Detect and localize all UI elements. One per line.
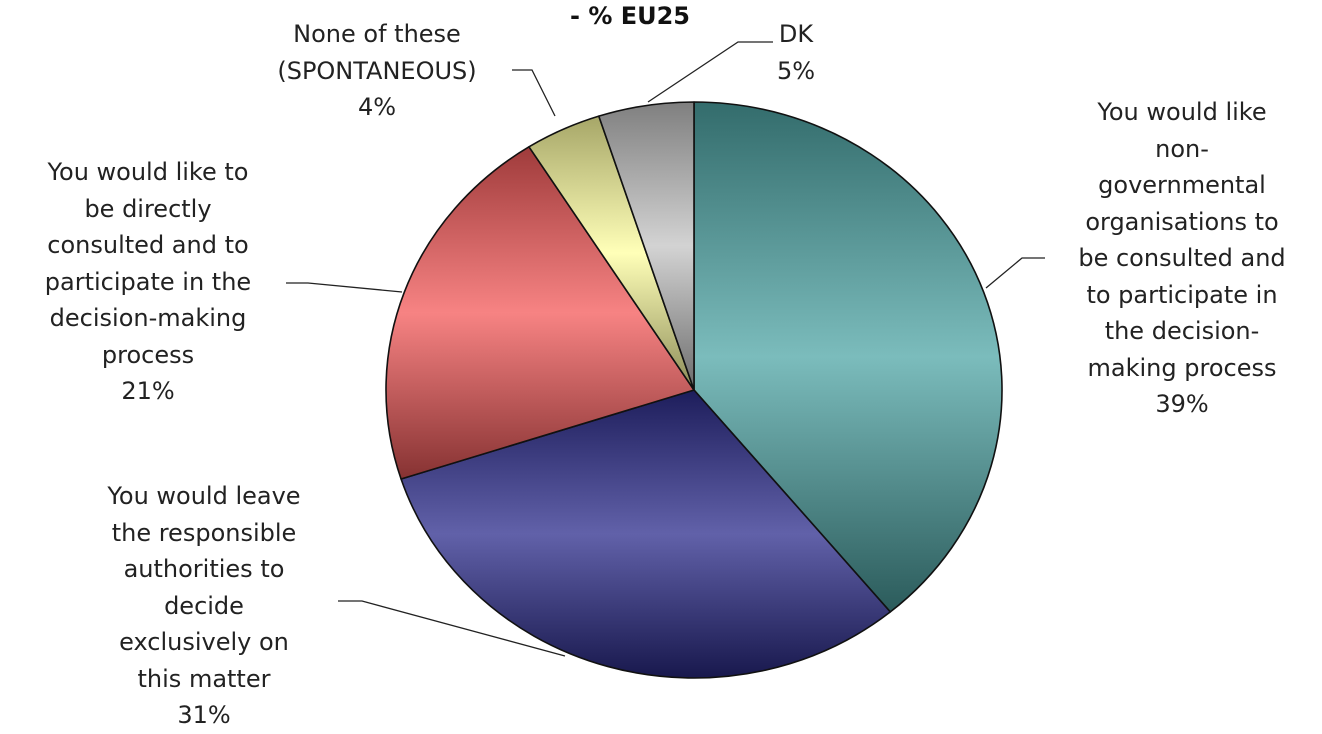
slice-value-label: 39%	[1155, 390, 1209, 418]
slice-label-line: decide	[164, 591, 244, 620]
slice-value-label: 5%	[776, 56, 816, 85]
slice-dont-know	[598, 101, 695, 391]
slice-dont-know-label: DK 5%	[736, 16, 856, 89]
slice-label-line: non-	[1155, 134, 1209, 163]
slice-value-label: 21%	[121, 377, 175, 405]
slice-label-line: to participate in	[1086, 280, 1278, 309]
slice-label-line: (SPONTANEOUS)	[277, 56, 477, 85]
slice-value-label: 4%	[357, 93, 397, 121]
slice-label-line: authorities to	[123, 555, 285, 583]
slice-label-line: exclusively on	[119, 628, 289, 656]
slice-label-line: governmental	[1098, 171, 1266, 199]
slice-ngo-consulted	[693, 101, 1003, 613]
slice-directly-consulted-leader-line	[286, 282, 403, 293]
slice-label-line: be directly	[84, 194, 212, 223]
slice-label-line: You would leave	[107, 482, 301, 510]
slice-label-line: the decision-	[1104, 317, 1260, 345]
slice-label-line: decision-making	[49, 304, 247, 332]
slice-label-line: the responsible	[111, 518, 297, 547]
slice-ngo-consulted-label: You would like non-governmental organisati…	[1037, 94, 1322, 423]
slice-label-line: participate in the	[44, 267, 252, 296]
slice-directly-consulted	[385, 146, 695, 480]
slice-label-line: making process	[1087, 353, 1277, 382]
slice-authorities-decide-leader-line	[338, 600, 566, 657]
slice-label-line: You would like to	[47, 158, 249, 186]
slice-label-line: process	[101, 340, 195, 369]
slice-value-label: 31%	[177, 701, 231, 729]
slice-dont-know-leader-line	[647, 41, 773, 103]
slice-none-of-these-leader-line	[512, 69, 556, 117]
slice-label-line: consulted and to	[47, 231, 249, 259]
slice-label-line: be consulted and	[1078, 244, 1286, 272]
chart-title: - % EU25	[570, 2, 690, 30]
slice-none-of-these-label: None of these (SPONTANEOUS) 4%	[232, 16, 522, 126]
slice-ngo-consulted-leader-line	[985, 257, 1045, 289]
slice-label-line: You would like	[1097, 98, 1267, 126]
slice-authorities-decide	[400, 389, 892, 679]
slice-directly-consulted-label: You would like to be directly consulted an…	[3, 154, 293, 410]
slice-label-line: None of these	[293, 20, 461, 48]
slice-label-line: DK	[778, 20, 814, 48]
slice-authorities-decide-label: You would leave the responsible authoritie…	[59, 478, 349, 734]
slice-label-line: this matter	[137, 664, 271, 693]
slice-label-line: organisations to	[1085, 207, 1279, 236]
